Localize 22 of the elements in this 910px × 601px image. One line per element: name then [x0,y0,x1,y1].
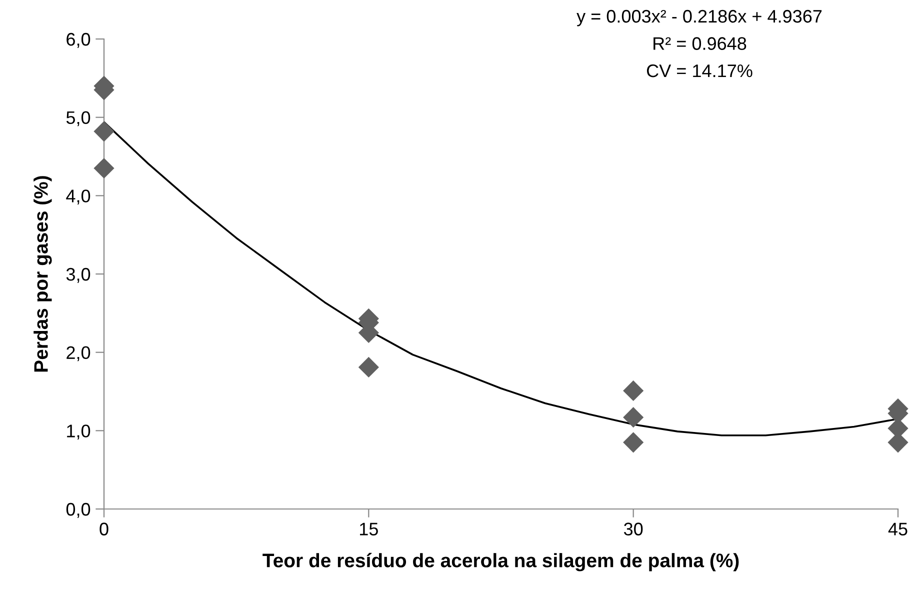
y-tick-label: 5,0 [66,111,90,126]
x-tick-label: 45 [888,522,908,536]
x-tick-label: 30 [624,522,643,536]
y-tick-label: 3,0 [66,268,90,283]
x-axis-title: Teor de resíduo de acerola na silagem de palma (%) [262,552,739,572]
point [358,356,379,378]
y-axis-title: Perdas por gases (%) [34,176,52,372]
y-tick-label: 1,0 [67,424,90,440]
point [94,121,114,142]
annotation: R² = 0.9648 [654,37,746,50]
point [94,158,114,179]
x-tick-label: 0 [100,522,108,536]
point [623,380,644,402]
x-tick-label: 15 [360,522,378,536]
y-tick-label: 0,0 [66,502,90,518]
y-tick-label: 4,0 [66,190,90,205]
y-tick-label: 6,0 [66,32,90,48]
annotation: CV = 14.17% [646,64,752,78]
point [623,407,644,428]
text: y = 0.003x² - 0.2186x + 4.9367 [576,10,822,26]
point [623,432,644,453]
y-tick-label: 2,0 [66,346,90,362]
